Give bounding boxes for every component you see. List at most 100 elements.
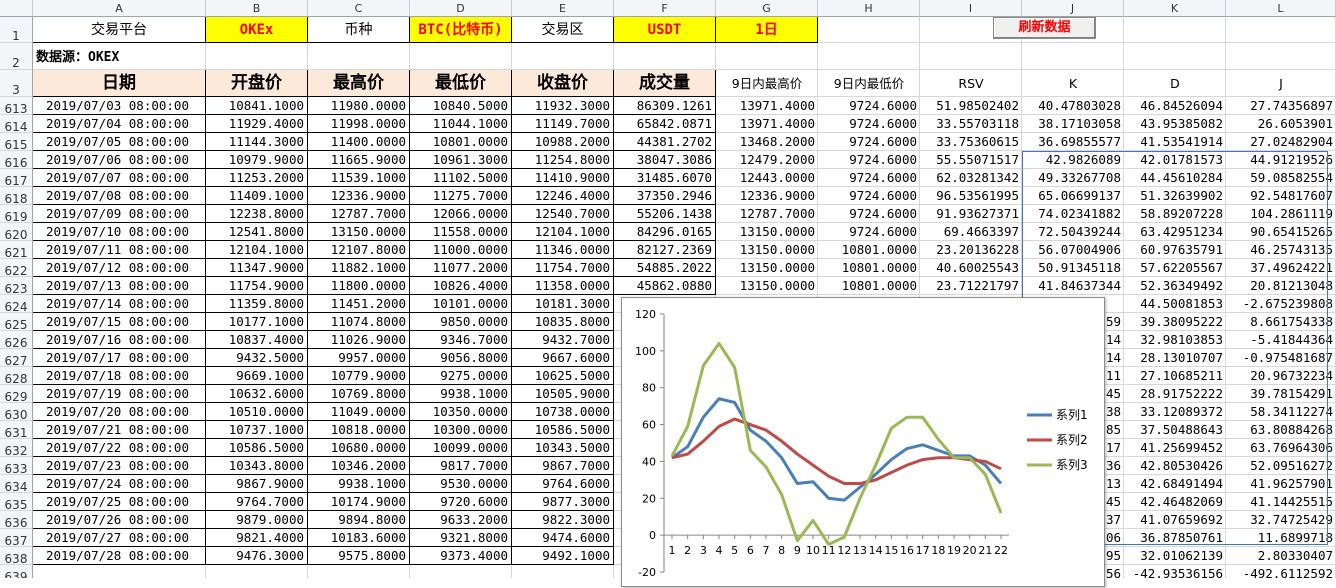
cell-zone-label[interactable]: 交易区 — [512, 17, 614, 43]
cell-k[interactable]: 36 — [1105, 458, 1121, 473]
cell-j[interactable]: 63.76964306 — [1250, 440, 1333, 455]
cell-k[interactable]: 74.02341882 — [1038, 206, 1121, 221]
cell-high[interactable]: 11665.9000 — [308, 151, 410, 169]
cell-low[interactable]: 10961.3000 — [410, 151, 512, 169]
cell-close[interactable]: 9492.1000 — [512, 547, 614, 565]
grid-cell[interactable] — [818, 151, 920, 169]
cell-k[interactable]: 56 — [1105, 566, 1121, 578]
cell-j[interactable]: 20.81213048 — [1250, 278, 1333, 293]
cell-high[interactable]: 11451.2000 — [308, 295, 410, 313]
cell-h9[interactable]: 12787.7000 — [739, 206, 815, 221]
cell-low[interactable]: 9817.7000 — [410, 457, 512, 475]
cell-d[interactable]: 58.89207228 — [1140, 206, 1223, 221]
cell-low[interactable]: 9056.8000 — [410, 349, 512, 367]
cell-rsv[interactable]: 40.60025543 — [936, 260, 1019, 275]
cell-date[interactable]: 2019/07/09 08:00:00 — [33, 205, 206, 223]
cell-high[interactable]: 10346.2000 — [308, 457, 410, 475]
column-header-j[interactable]: J — [1022, 0, 1124, 17]
cell-low[interactable]: 9275.0000 — [410, 367, 512, 385]
cell-low[interactable]: 10101.0000 — [410, 295, 512, 313]
cell-close[interactable]: 12246.4000 — [512, 187, 614, 205]
cell-open[interactable]: 10343.8000 — [206, 457, 308, 475]
cell-j[interactable]: 27.74356897 — [1250, 98, 1333, 113]
column-header-l[interactable]: L — [1226, 0, 1336, 17]
cell-l9[interactable]: 9724.6000 — [849, 134, 917, 149]
grid-cell[interactable] — [818, 241, 920, 259]
row-header-632[interactable]: 632 — [0, 439, 33, 458]
cell-close[interactable]: 12540.7000 — [512, 205, 614, 223]
row-header-636[interactable]: 636 — [0, 511, 33, 530]
cell-date[interactable]: 2019/07/07 08:00:00 — [33, 169, 206, 187]
cell-close[interactable]: 9877.3000 — [512, 493, 614, 511]
grid-cell[interactable] — [1022, 97, 1124, 115]
cell-rsv[interactable]: 51.98502402 — [936, 98, 1019, 113]
cell-date[interactable]: 2019/07/22 08:00:00 — [33, 439, 206, 457]
cell-close[interactable]: 9667.6000 — [512, 349, 614, 367]
cell-d[interactable]: 42.68491494 — [1140, 476, 1223, 491]
grid-cell[interactable] — [512, 565, 614, 578]
grid-cell[interactable] — [920, 97, 1022, 115]
cell-low[interactable]: 11000.0000 — [410, 241, 512, 259]
cell-j[interactable]: 37.49624221 — [1250, 260, 1333, 275]
cell-open[interactable]: 9432.5000 — [206, 349, 308, 367]
grid-cell[interactable] — [410, 43, 512, 70]
cell-high[interactable]: 11980.0000 — [308, 97, 410, 115]
cell-rsv[interactable]: 55.55071517 — [936, 152, 1019, 167]
cell-date[interactable]: 2019/07/11 08:00:00 — [33, 241, 206, 259]
grid-cell[interactable] — [1124, 385, 1226, 403]
cell-high[interactable]: 10680.0000 — [308, 439, 410, 457]
row-header-1[interactable]: 1 — [0, 17, 33, 43]
cell-close[interactable]: 9764.6000 — [512, 475, 614, 493]
cell-vol[interactable]: 55206.1438 — [614, 205, 716, 223]
grid-cell[interactable] — [1124, 529, 1226, 547]
cell-low[interactable]: 9850.0000 — [410, 313, 512, 331]
grid-cell[interactable] — [1022, 187, 1124, 205]
cell-k[interactable]: 36.69855577 — [1038, 134, 1121, 149]
grid-cell[interactable] — [206, 565, 308, 578]
cell-open[interactable]: 12541.8000 — [206, 223, 308, 241]
column-header-e[interactable]: E — [512, 0, 614, 17]
cell-l9[interactable]: 9724.6000 — [849, 224, 917, 239]
cell-j[interactable]: 104.2861119 — [1250, 206, 1333, 221]
row-header-2[interactable]: 2 — [0, 43, 33, 70]
cell-high[interactable]: 10818.0000 — [308, 421, 410, 439]
grid-cell[interactable] — [1124, 367, 1226, 385]
cell-low[interactable]: 11275.7000 — [410, 187, 512, 205]
cell-rsv[interactable]: 96.53561995 — [936, 188, 1019, 203]
cell-k[interactable]: 95 — [1105, 548, 1121, 563]
cell-low[interactable]: 9321.8000 — [410, 529, 512, 547]
grid-cell[interactable] — [1124, 457, 1226, 475]
row-header-615[interactable]: 615 — [0, 133, 33, 152]
cell-open[interactable]: 10177.1000 — [206, 313, 308, 331]
grid-cell[interactable] — [1124, 511, 1226, 529]
cell-k[interactable]: 14 — [1105, 332, 1121, 347]
cell-k[interactable]: 06 — [1105, 530, 1121, 545]
cell-close[interactable]: 10738.0000 — [512, 403, 614, 421]
cell-date[interactable]: 2019/07/08 08:00:00 — [33, 187, 206, 205]
cell-d[interactable]: 42.80530426 — [1140, 458, 1223, 473]
cell-close[interactable]: 10343.5000 — [512, 439, 614, 457]
grid-cell[interactable] — [308, 43, 410, 70]
cell-open[interactable]: 10632.6000 — [206, 385, 308, 403]
cell-j[interactable]: 41.96257901 — [1250, 476, 1333, 491]
cell-k[interactable]: 56.07004906 — [1038, 242, 1121, 257]
cell-date[interactable]: 2019/07/13 08:00:00 — [33, 277, 206, 295]
row-header-631[interactable]: 631 — [0, 421, 33, 440]
cell-high[interactable]: 11800.0000 — [308, 277, 410, 295]
select-all-corner[interactable] — [0, 0, 33, 17]
grid-cell[interactable] — [920, 187, 1022, 205]
grid-cell[interactable] — [1124, 277, 1226, 295]
grid-cell[interactable] — [920, 115, 1022, 133]
cell-date[interactable]: 2019/07/17 08:00:00 — [33, 349, 206, 367]
row-header-628[interactable]: 628 — [0, 367, 33, 386]
cell-vol[interactable]: 37350.2946 — [614, 187, 716, 205]
cell-date[interactable]: 2019/07/10 08:00:00 — [33, 223, 206, 241]
cell-j[interactable]: -492.6112592 — [1242, 566, 1333, 578]
cell-date[interactable]: 2019/07/26 08:00:00 — [33, 511, 206, 529]
cell-low[interactable]: 10300.0000 — [410, 421, 512, 439]
cell-date[interactable]: 2019/07/04 08:00:00 — [33, 115, 206, 133]
cell-open[interactable]: 11754.9000 — [206, 277, 308, 295]
grid-cell[interactable] — [920, 43, 1022, 70]
grid-cell[interactable] — [1124, 493, 1226, 511]
grid-cell[interactable] — [1022, 115, 1124, 133]
